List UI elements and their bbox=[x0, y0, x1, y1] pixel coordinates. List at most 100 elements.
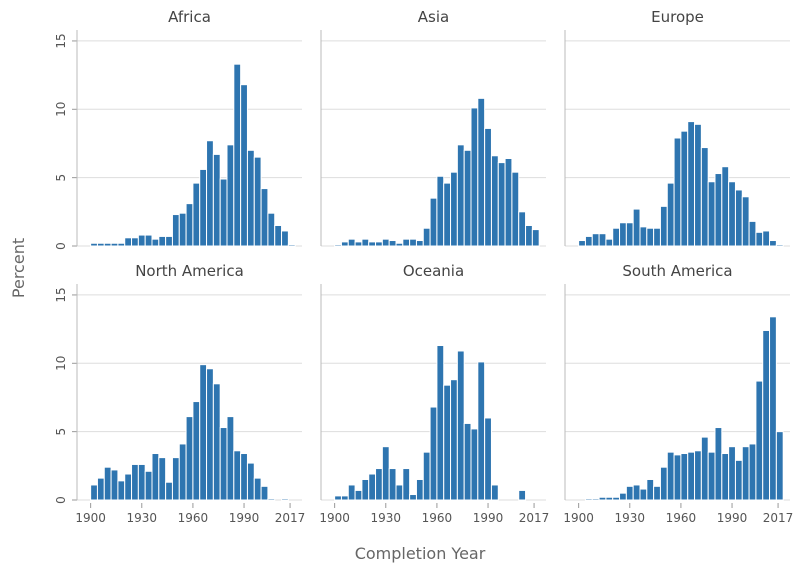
bar bbox=[240, 84, 248, 247]
bar bbox=[199, 168, 208, 247]
panel-title: Oceania bbox=[403, 262, 464, 280]
bar bbox=[497, 162, 506, 247]
bar bbox=[361, 238, 370, 247]
panel-title: Europe bbox=[651, 8, 704, 26]
bar bbox=[178, 443, 187, 501]
bar bbox=[347, 484, 356, 501]
y-tick-label: 15 bbox=[54, 287, 68, 302]
bar bbox=[388, 240, 397, 247]
bar bbox=[687, 121, 696, 247]
bar bbox=[395, 242, 404, 247]
bar bbox=[137, 234, 146, 247]
bar bbox=[490, 484, 499, 501]
bar bbox=[612, 227, 621, 247]
bar bbox=[240, 453, 248, 501]
bar bbox=[233, 450, 242, 501]
bar bbox=[666, 182, 675, 247]
bar bbox=[124, 237, 133, 247]
bar bbox=[192, 182, 201, 247]
bar bbox=[707, 451, 716, 501]
panel-title: Africa bbox=[168, 8, 211, 26]
bar bbox=[165, 235, 173, 247]
bar bbox=[659, 466, 668, 501]
bar bbox=[598, 496, 607, 501]
bar bbox=[131, 237, 139, 247]
x-tick-label: 1930 bbox=[614, 511, 645, 525]
bar bbox=[267, 212, 276, 247]
bar bbox=[96, 477, 105, 501]
bar bbox=[450, 379, 458, 501]
bar bbox=[700, 147, 709, 247]
x-tick-label: 2017 bbox=[275, 511, 306, 525]
bar bbox=[734, 459, 743, 501]
bar bbox=[354, 241, 363, 247]
bar bbox=[741, 196, 750, 247]
bar bbox=[368, 241, 377, 247]
bar bbox=[673, 454, 682, 501]
bar bbox=[381, 238, 390, 247]
bar bbox=[253, 477, 262, 501]
bar bbox=[409, 238, 417, 247]
bar bbox=[619, 222, 627, 247]
bar bbox=[117, 242, 126, 247]
bar bbox=[639, 226, 648, 247]
bar bbox=[632, 208, 641, 247]
bar bbox=[694, 450, 702, 501]
bar bbox=[415, 478, 424, 501]
bar bbox=[748, 220, 757, 247]
x-tick-label: 2017 bbox=[519, 511, 550, 525]
bar bbox=[728, 181, 736, 247]
bar bbox=[721, 453, 730, 501]
bar bbox=[605, 496, 614, 501]
bar bbox=[409, 494, 417, 501]
bar bbox=[103, 242, 112, 247]
bar bbox=[375, 241, 383, 247]
bar bbox=[504, 158, 513, 247]
bar bbox=[103, 466, 112, 501]
bar bbox=[687, 451, 696, 501]
bar bbox=[748, 443, 757, 501]
bar bbox=[769, 316, 777, 501]
bar bbox=[734, 189, 743, 247]
bar bbox=[591, 498, 600, 501]
x-tick-label: 1990 bbox=[473, 511, 504, 525]
bar bbox=[246, 462, 255, 501]
bar bbox=[212, 153, 221, 247]
panel-title: South America bbox=[622, 262, 732, 280]
bar bbox=[591, 233, 600, 247]
bar bbox=[90, 484, 98, 501]
bar bbox=[584, 498, 593, 501]
bar bbox=[741, 446, 750, 501]
bar bbox=[124, 473, 133, 501]
bar bbox=[619, 492, 627, 501]
bar bbox=[639, 488, 648, 501]
bar bbox=[429, 197, 438, 247]
bar bbox=[755, 380, 764, 501]
x-tick-label: 1900 bbox=[563, 511, 594, 525]
bar bbox=[456, 350, 465, 501]
y-axis-title: Percent bbox=[9, 238, 28, 298]
bar bbox=[402, 238, 411, 247]
bar bbox=[206, 368, 214, 501]
bar bbox=[755, 231, 764, 247]
bar bbox=[110, 469, 119, 501]
bar bbox=[422, 451, 431, 501]
bar bbox=[470, 107, 479, 247]
bar bbox=[253, 156, 262, 247]
panel-title: North America bbox=[135, 262, 244, 280]
bar bbox=[666, 451, 675, 501]
bar bbox=[219, 178, 228, 247]
bar bbox=[131, 463, 139, 501]
x-tick-label: 1990 bbox=[229, 511, 260, 525]
x-tick-label: 1960 bbox=[178, 511, 209, 525]
bar bbox=[381, 446, 390, 501]
bar bbox=[171, 214, 180, 247]
bar bbox=[673, 137, 682, 247]
x-tick-label: 1960 bbox=[666, 511, 697, 525]
bar bbox=[632, 484, 641, 501]
x-tick-label: 1990 bbox=[717, 511, 748, 525]
bar bbox=[151, 238, 160, 247]
x-tick-label: 1930 bbox=[126, 511, 157, 525]
bar bbox=[443, 384, 452, 501]
